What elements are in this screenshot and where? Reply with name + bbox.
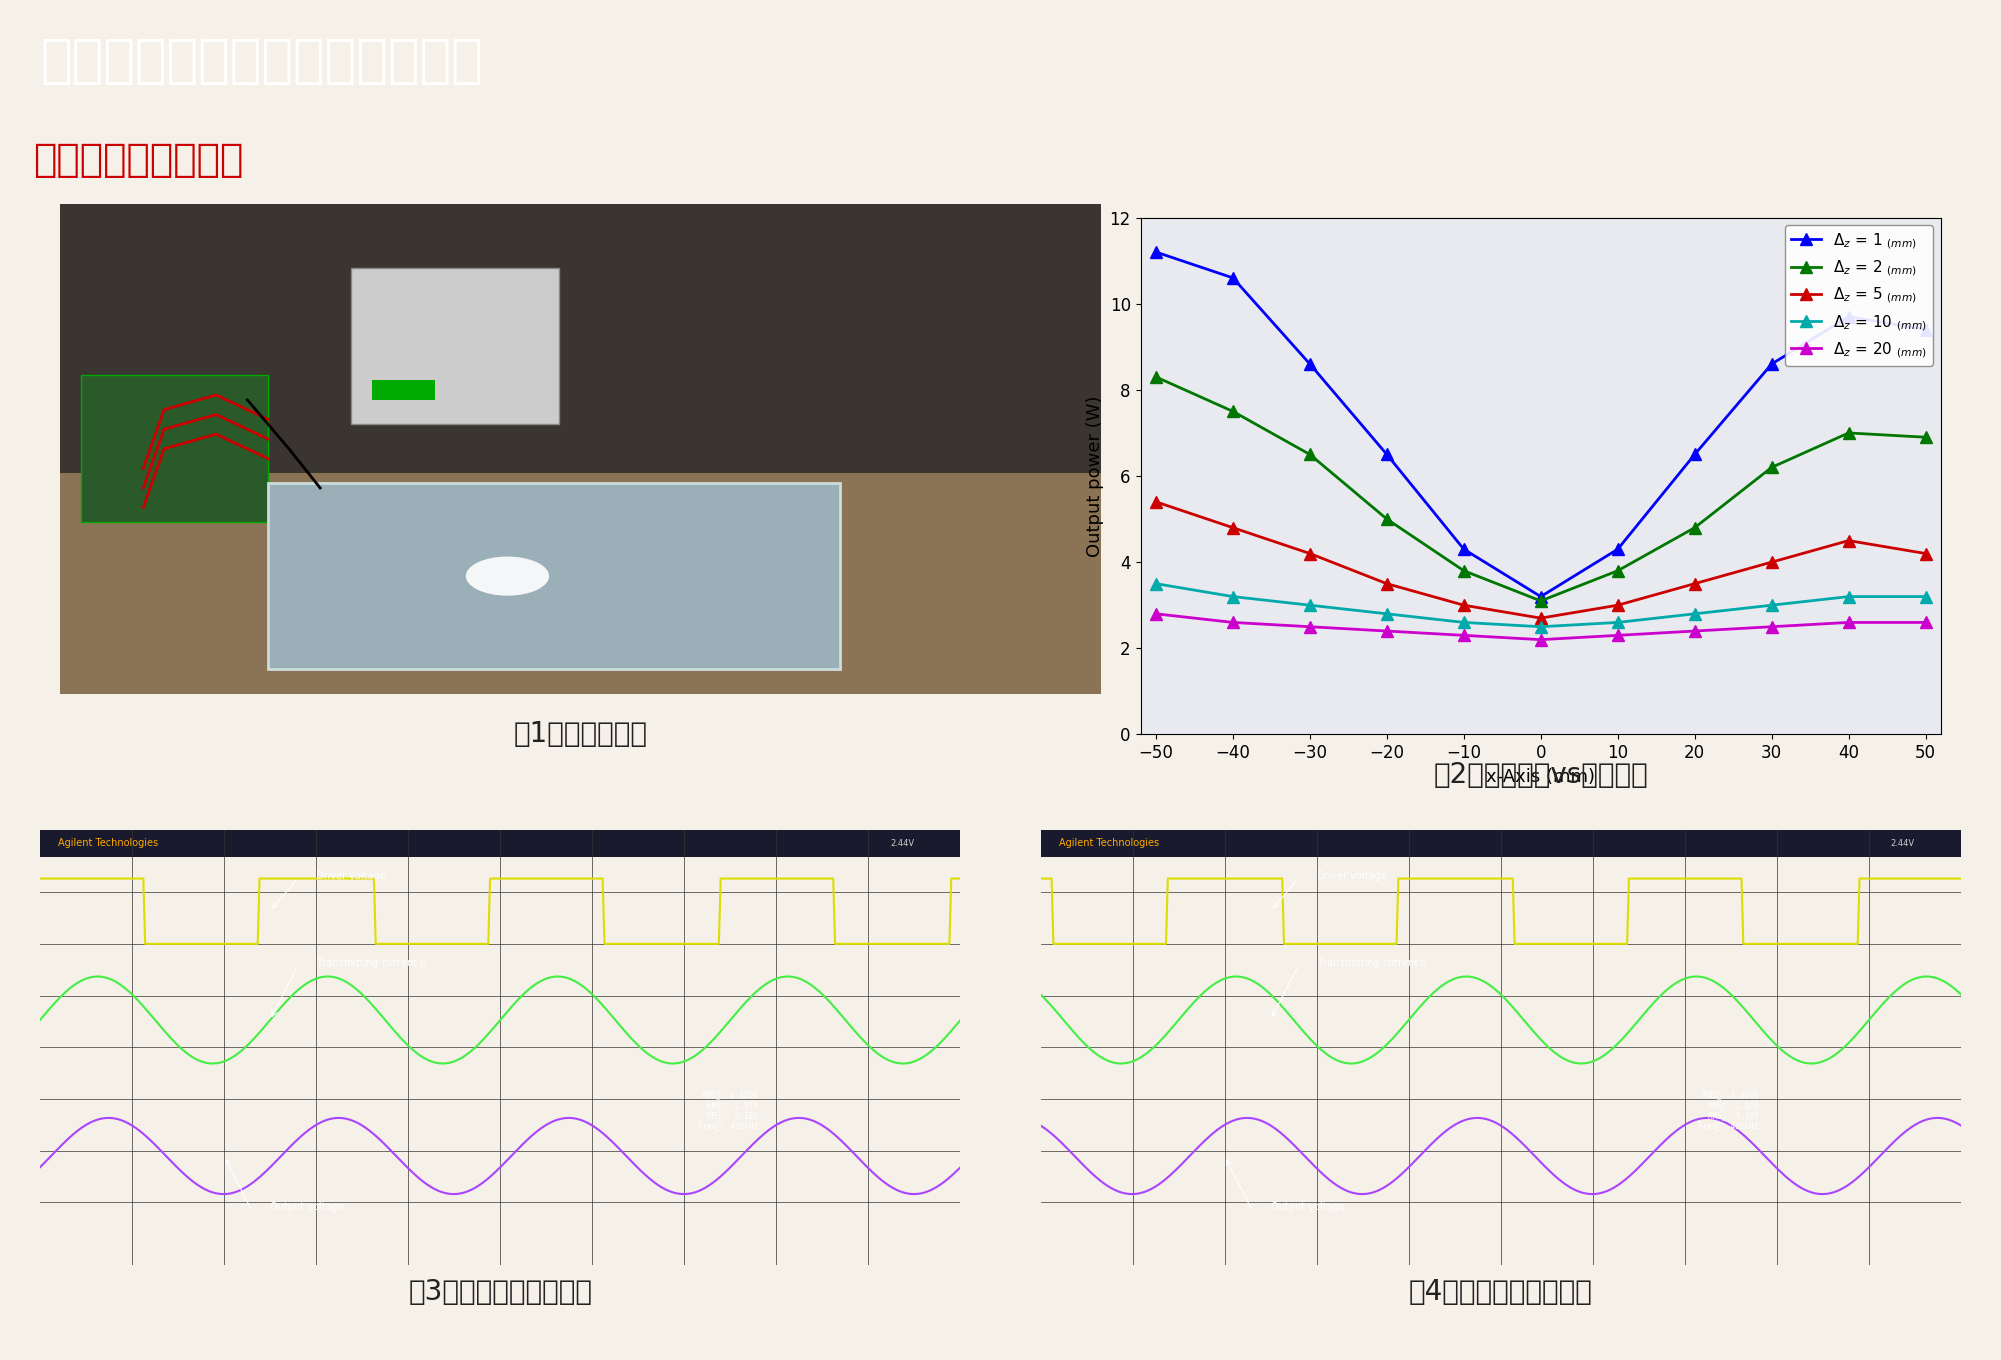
Text: （3）实验波形（正对）: （3）实验波形（正对） xyxy=(408,1278,592,1306)
Δz = 10 (mm) xyxy=(1299,597,1323,613)
Δz = 2 (mm) xyxy=(1913,430,1937,446)
Bar xyxy=(352,268,560,424)
Δz = 20 (mm) xyxy=(1913,615,1937,631)
Δz = 10 (mm) xyxy=(1221,589,1245,605)
Δz = 10 (mm) xyxy=(1529,619,1553,635)
Δz = 1 (mm) xyxy=(1913,321,1937,337)
Δz = 10 (mm) xyxy=(1375,605,1399,622)
Δz = 10 (mm) xyxy=(1913,589,1937,605)
Δz = 20 (mm) xyxy=(1299,619,1323,635)
Δz = 20 (mm) xyxy=(1375,623,1399,639)
Δz = 5 (mm) xyxy=(1221,520,1245,536)
Δz = 2 (mm) xyxy=(1145,369,1169,385)
Line: Δz = 2 (mm): Δz = 2 (mm) xyxy=(1151,371,1931,607)
Text: RMS①: 4.400V
RMS②: 2.07A
RMS③: 9.18V
Freq①: 428kHz: RMS①: 4.400V RMS②: 2.07A RMS③: 9.18V Fre… xyxy=(698,1091,758,1132)
Δz = 20 (mm) xyxy=(1837,615,1861,631)
Text: Driver voltage: Driver voltage xyxy=(316,870,386,880)
Text: （1）实验装置图: （1）实验装置图 xyxy=(514,721,646,748)
Bar xyxy=(268,483,840,669)
Δz = 2 (mm) xyxy=(1683,520,1707,536)
X-axis label: x-Axis (mm): x-Axis (mm) xyxy=(1487,767,1595,786)
Δz = 5 (mm) xyxy=(1375,575,1399,592)
Bar xyxy=(80,375,268,522)
Text: Transmitting current $I_t$: Transmitting current $I_t$ xyxy=(316,956,428,970)
Δz = 1 (mm) xyxy=(1529,589,1553,605)
Legend: $\Delta_z$ = 1 $_{(mm)}$, $\Delta_z$ = 2 $_{(mm)}$, $\Delta_z$ = 5 $_{(mm)}$, $\: $\Delta_z$ = 1 $_{(mm)}$, $\Delta_z$ = 2… xyxy=(1785,226,1933,366)
Δz = 20 (mm) xyxy=(1221,615,1245,631)
Text: 实验装置与实验结果: 实验装置与实验结果 xyxy=(34,141,244,178)
Δz = 10 (mm) xyxy=(1837,589,1861,605)
Δz = 10 (mm) xyxy=(1605,615,1629,631)
Δz = 20 (mm) xyxy=(1683,623,1707,639)
Bar xyxy=(1041,830,1961,857)
Δz = 1 (mm) xyxy=(1299,356,1323,373)
Δz = 2 (mm) xyxy=(1759,460,1783,476)
Line: Δz = 20 (mm): Δz = 20 (mm) xyxy=(1151,608,1931,645)
Δz = 5 (mm) xyxy=(1453,597,1477,613)
Δz = 1 (mm) xyxy=(1605,541,1629,558)
Δz = 5 (mm) xyxy=(1913,545,1937,562)
Δz = 1 (mm) xyxy=(1145,243,1169,260)
Δz = 2 (mm) xyxy=(1221,403,1245,419)
Circle shape xyxy=(466,556,548,596)
Bar xyxy=(40,830,960,857)
Line: Δz = 1 (mm): Δz = 1 (mm) xyxy=(1151,246,1931,602)
Δz = 2 (mm) xyxy=(1837,424,1861,441)
Δz = 5 (mm) xyxy=(1759,554,1783,570)
Text: 2.44V: 2.44V xyxy=(1891,839,1915,847)
Δz = 5 (mm) xyxy=(1145,494,1169,510)
Δz = 20 (mm) xyxy=(1145,605,1169,622)
Δz = 10 (mm) xyxy=(1453,615,1477,631)
Text: Agilent Technologies: Agilent Technologies xyxy=(1059,838,1159,849)
Δz = 1 (mm) xyxy=(1375,446,1399,462)
Δz = 5 (mm) xyxy=(1529,609,1553,626)
Text: （4）实验波形（偏位）: （4）实验波形（偏位） xyxy=(1409,1278,1593,1306)
Bar xyxy=(352,268,560,424)
Δz = 10 (mm) xyxy=(1683,605,1707,622)
Text: Transmitting current $I_t$: Transmitting current $I_t$ xyxy=(1317,956,1429,970)
Text: 2.44V: 2.44V xyxy=(890,839,914,847)
Bar xyxy=(60,473,1101,694)
Δz = 5 (mm) xyxy=(1837,532,1861,548)
Δz = 5 (mm) xyxy=(1299,545,1323,562)
Text: Output voltage: Output voltage xyxy=(270,1202,344,1212)
Δz = 2 (mm) xyxy=(1529,593,1553,609)
Δz = 20 (mm) xyxy=(1453,627,1477,643)
Δz = 10 (mm) xyxy=(1759,597,1783,613)
Δz = 5 (mm) xyxy=(1683,575,1707,592)
Δz = 1 (mm) xyxy=(1683,446,1707,462)
Text: Agilent Technologies: Agilent Technologies xyxy=(58,838,158,849)
Bar xyxy=(268,483,840,669)
Text: RMS①: 4.400V
RMS②: 2.07A
RMS③: 9.18V
Freq①: 428kHz: RMS①: 4.400V RMS②: 2.07A RMS③: 9.18V Fre… xyxy=(1699,1091,1759,1132)
Δz = 1 (mm) xyxy=(1221,269,1245,286)
Δz = 10 (mm) xyxy=(1145,575,1169,592)
Bar xyxy=(372,381,434,400)
Line: Δz = 10 (mm): Δz = 10 (mm) xyxy=(1151,578,1931,632)
Bar xyxy=(80,375,268,522)
Δz = 2 (mm) xyxy=(1299,446,1323,462)
Text: （2）输出功率vs拾取位置: （2）输出功率vs拾取位置 xyxy=(1433,762,1649,789)
Δz = 1 (mm) xyxy=(1759,356,1783,373)
Δz = 20 (mm) xyxy=(1605,627,1629,643)
Δz = 20 (mm) xyxy=(1759,619,1783,635)
Δz = 2 (mm) xyxy=(1375,511,1399,528)
Line: Δz = 5 (mm): Δz = 5 (mm) xyxy=(1151,496,1931,624)
Δz = 2 (mm) xyxy=(1605,563,1629,579)
Δz = 2 (mm) xyxy=(1453,563,1477,579)
Δz = 1 (mm) xyxy=(1837,309,1861,325)
Text: Driver voltage: Driver voltage xyxy=(1317,870,1387,880)
Δz = 5 (mm) xyxy=(1605,597,1629,613)
Text: Output voltage: Output voltage xyxy=(1271,1202,1345,1212)
Δz = 1 (mm) xyxy=(1453,541,1477,558)
Y-axis label: Output power (W): Output power (W) xyxy=(1087,396,1105,556)
Δz = 20 (mm) xyxy=(1529,631,1553,647)
Text: 电场耦合无线电能传输技术展望: 电场耦合无线电能传输技术展望 xyxy=(40,35,482,87)
